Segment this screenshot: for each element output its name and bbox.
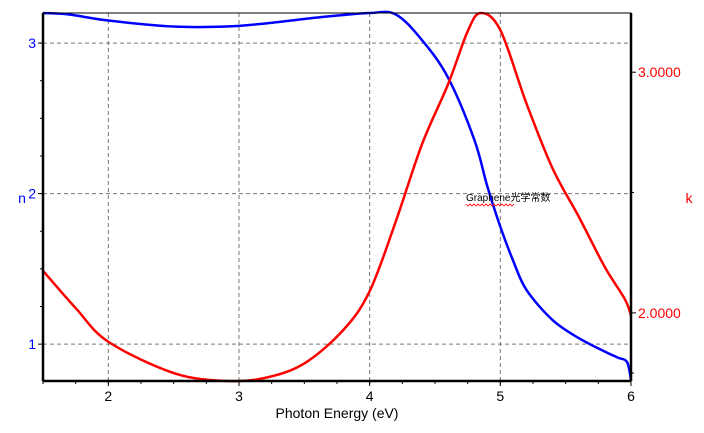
y-left-tick-label: 2 (28, 186, 36, 202)
x-tick-label: 2 (104, 388, 112, 404)
x-tick-label: 5 (496, 388, 504, 404)
n-series-line (42, 10, 633, 381)
y-left-tick-label: 1 (28, 336, 36, 352)
y-left-label: n (18, 190, 26, 206)
y-left-tick-label: 3 (28, 35, 36, 51)
series (42, 10, 633, 383)
grid (43, 13, 631, 381)
k-series-line (42, 11, 633, 383)
y-right-tick-label: 3.0000 (638, 64, 681, 80)
y-right-label: k (686, 190, 694, 206)
x-tick-label: 4 (366, 388, 374, 404)
x-tick-label: 6 (627, 388, 635, 404)
chart-annotation: Graphene光学常数 (466, 191, 550, 204)
x-tick-label: 3 (235, 388, 243, 404)
x-axis-label: Photon Energy (eV) (276, 405, 399, 421)
spellcheck-underline (465, 203, 515, 207)
y-right-tick-label: 2.0000 (638, 305, 681, 321)
ticks: 2 3 4 5 6 1 2 3 3.0000 2.0000 (28, 35, 681, 404)
